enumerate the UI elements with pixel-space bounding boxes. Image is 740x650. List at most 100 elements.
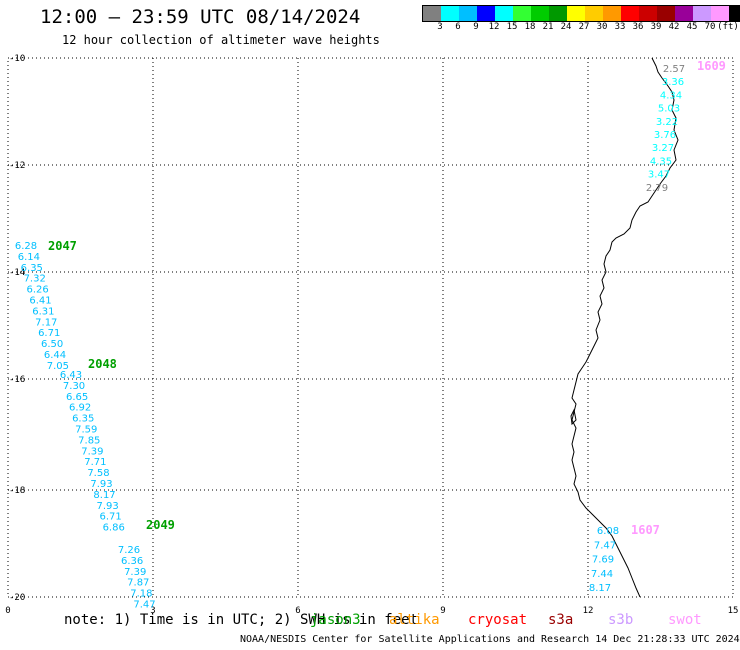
legend-swatch <box>423 6 441 21</box>
coastline-inlet <box>570 408 577 426</box>
wave-height-value: 8.17 <box>93 490 115 501</box>
wave-height-value: 5.03 <box>658 104 680 115</box>
y-tick-label: -18 <box>9 486 25 496</box>
wave-height-value: 7.69 <box>592 555 614 566</box>
legend-label: 6 <box>455 22 461 32</box>
satellite-track: 2.57 3.36 4.34 5.03 3.22 3.76 3.27 4.35 3.47 2.79… <box>646 59 726 194</box>
wave-height-value: 7.26 <box>118 545 140 556</box>
satellite-track: 6.437.306.656.926.357.597.857.397.717.58… <box>60 357 125 534</box>
legend-label: 45 <box>686 22 698 32</box>
satellite-name-s3a: s3a <box>548 612 574 628</box>
legend-label: 70 <box>704 22 716 32</box>
legend-label: 9 <box>473 22 479 32</box>
legend-label: 33 <box>614 22 626 32</box>
wave-height-value: 3.36 <box>662 77 684 88</box>
satellite-name-swot: swot <box>668 612 702 628</box>
wave-height-value: 7.44 <box>591 569 613 580</box>
y-tick-label: -14 <box>9 268 25 278</box>
wave-height-value: 6.28 <box>15 241 37 252</box>
legend-label: 3 <box>437 22 443 32</box>
legend-label: 15 <box>506 22 518 32</box>
wave-height-value: 6.41 <box>29 296 51 307</box>
legend-swatch <box>549 6 567 21</box>
legend-swatch <box>639 6 657 21</box>
y-tick-label: -10 <box>9 54 25 64</box>
wave-height-value: 7.71 <box>84 457 106 468</box>
legend-label: 24 <box>560 22 572 32</box>
legend-swatch <box>693 6 711 21</box>
wave-height-value: 4.35 <box>650 156 672 167</box>
legend-label: 36 <box>632 22 644 32</box>
x-tick-label: 9 <box>440 606 445 616</box>
wave-height-value: 7.93 <box>90 479 112 490</box>
wave-height-value: 6.71 <box>38 328 60 339</box>
legend-label: (ft) <box>717 22 739 32</box>
legend-swatch <box>513 6 531 21</box>
satellite-name-s3b: s3b <box>608 612 634 628</box>
wave-height-value: 6.71 <box>100 512 122 523</box>
wave-height-value: 3.22 <box>656 117 678 128</box>
x-tick-label: 6 <box>295 606 300 616</box>
y-tick-label: -20 <box>9 593 25 603</box>
wave-height-value: 7.93 <box>96 501 118 512</box>
pass-time-label: 2047 <box>48 239 77 253</box>
y-tick-label: -12 <box>9 161 25 171</box>
wave-height-value: 6.92 <box>69 403 91 414</box>
legend-swatch <box>585 6 603 21</box>
wave-height-value: 7.39 <box>124 567 146 578</box>
wave-height-value: 7.18 <box>130 589 152 600</box>
legend-label: 42 <box>668 22 680 32</box>
wave-height-value: 3.47 <box>648 170 670 181</box>
x-tick-label: 3 <box>150 606 155 616</box>
wave-height-value: 7.32 <box>24 274 46 285</box>
wave-height-value: 4.34 <box>660 90 682 101</box>
legend-swatch <box>657 6 675 21</box>
pass-time-label: 2049 <box>146 518 175 532</box>
legend-swatch <box>567 6 585 21</box>
x-tick-label: 12 <box>583 606 594 616</box>
satellite-name-altika: altika <box>389 612 440 628</box>
wave-height-value: 6.26 <box>26 285 48 296</box>
x-tick-label: 0 <box>5 606 10 616</box>
wave-height-value: 6.35 <box>72 414 94 425</box>
page-title: 12:00 – 23:59 UTC 08/14/2024 <box>40 6 361 28</box>
wave-height-value: 3.76 <box>654 130 676 141</box>
x-tick-label: 15 <box>728 606 739 616</box>
wave-height-value: 6.14 <box>18 252 40 263</box>
pass-time-label: 1607 <box>631 523 660 537</box>
legend-swatch <box>441 6 459 21</box>
y-tick-label: -16 <box>9 375 25 385</box>
legend-swatch <box>531 6 549 21</box>
wave-height-value: 6.43 <box>60 370 82 381</box>
legend-labels: 3 6 9 12 15 18 21 24 27 30 33 36 39 42 45 70 (ft) <box>422 22 740 34</box>
satellite-track: 7.266.367.397.877.187.47 2049 <box>118 518 175 611</box>
wave-height-value: 6.35 <box>21 263 43 274</box>
wave-height-value: 3.27 <box>652 143 674 154</box>
wave-height-value: 7.47 <box>133 600 155 611</box>
legend-label: 27 <box>578 22 590 32</box>
legend-swatch <box>729 6 740 21</box>
wave-height-value: 2.79 <box>646 183 668 194</box>
satellite-track: 6.286.146.357.326.266.416.317.176.716.50… <box>15 239 77 372</box>
legend-label: 21 <box>542 22 554 32</box>
wave-height-value: 6.36 <box>121 556 143 567</box>
legend-label: 30 <box>596 22 608 32</box>
wave-height-value: 6.31 <box>32 306 54 317</box>
legend-swatch <box>459 6 477 21</box>
wave-height-value: 7.05 <box>47 361 69 372</box>
wave-height-value: 7.85 <box>78 435 100 446</box>
coastline <box>571 57 679 598</box>
wave-height-value: 6.08 <box>597 526 619 537</box>
wave-height-value: 6.65 <box>66 392 88 403</box>
credit-line: NOAA/NESDIS Center for Satellite Applica… <box>240 634 740 645</box>
legend-label: 12 <box>488 22 500 32</box>
legend-swatch <box>711 6 729 21</box>
legend-swatch <box>603 6 621 21</box>
wave-height-value: 7.39 <box>81 446 103 457</box>
satellite-track: 6.08 7.47 7.69 7.44 8.17 1607 <box>589 523 660 594</box>
legend-label: 18 <box>524 22 536 32</box>
legend-label: 39 <box>650 22 662 32</box>
wave-height-value: 2.57 <box>663 64 685 75</box>
